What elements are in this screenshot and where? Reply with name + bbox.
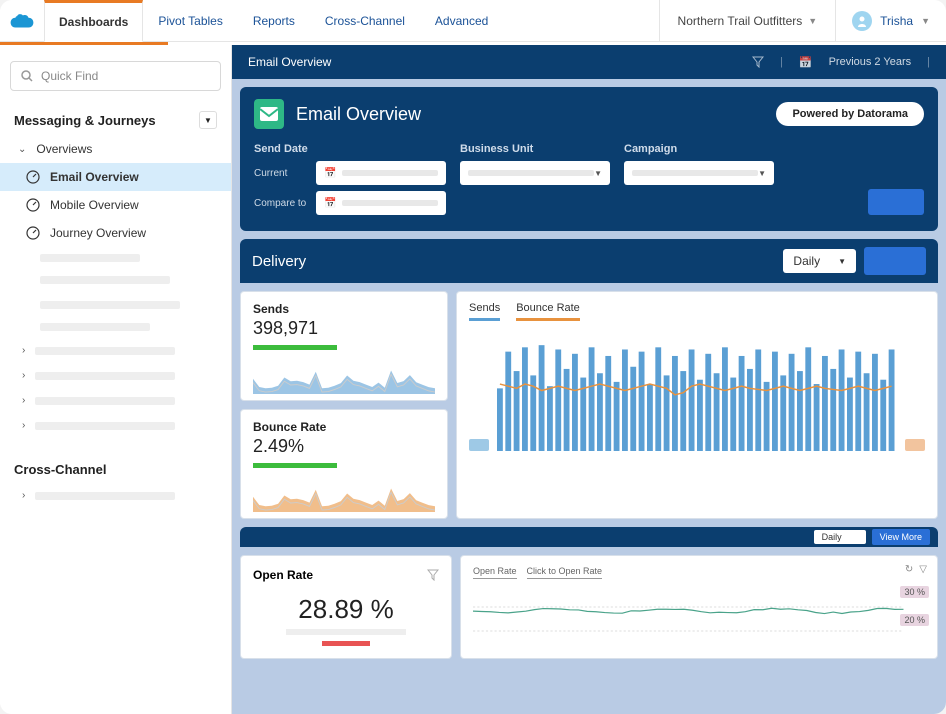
progress-bar [253,345,337,350]
search-icon [21,70,33,82]
delivery-action-button[interactable] [864,247,926,275]
delivery-header: Delivery Daily ▼ [240,239,938,283]
page-header: Email Overview | 📅 Previous 2 Years | [232,45,946,79]
delivery-title: Delivery [252,253,306,270]
chevron-down-icon: ▼ [838,257,846,266]
lower-header: Daily View More [240,527,938,547]
tab-dashboards[interactable]: Dashboards [44,0,143,42]
refresh-icon[interactable]: ↻ [905,564,913,575]
chevron-down-icon: ▼ [758,169,766,178]
tab-cross-channel[interactable]: Cross-Channel [310,0,420,41]
chevron-down-icon: ▼ [594,169,602,178]
org-name: Northern Trail Outfitters [678,14,803,28]
view-more-button[interactable]: View More [872,529,930,545]
chart-tab-sends[interactable]: Sends [469,302,500,321]
sidebar-item-email-overview[interactable]: Email Overview [0,163,231,191]
filter-label-senddate: Send Date [254,143,446,155]
business-unit-select[interactable]: ▼ [460,161,610,185]
skeleton [286,629,406,635]
sidebar-overviews[interactable]: ⌄ Overviews [0,135,231,163]
breadcrumb: Email Overview [248,55,331,69]
filter-icon[interactable]: ▽ [919,564,927,575]
filter-icon[interactable] [427,569,439,581]
axis-label-30: 30 % [900,586,929,598]
search-input[interactable]: Quick Find [10,61,221,91]
sidebar-section-crosschannel[interactable]: Cross-Channel [0,456,231,483]
filter-icon[interactable] [752,56,764,68]
avatar [852,11,872,31]
hero-panel: Email Overview Powered by Datorama Send … [240,87,938,231]
legend-bounce [905,439,925,451]
filter-label-bu: Business Unit [460,143,610,155]
tab-pivot-tables[interactable]: Pivot Tables [143,0,237,41]
campaign-select[interactable]: ▼ [624,161,774,185]
content-area: Email Overview | 📅 Previous 2 Years | [232,45,946,714]
kpi-open-rate: Open Rate 28.89 % [240,555,452,659]
legend-sends [469,439,489,451]
salesforce-logo [0,12,44,30]
chart-tab-bounce[interactable]: Bounce Rate [516,302,580,321]
chevron-down-icon: ▼ [199,111,217,129]
date-input-compare[interactable]: 📅 [316,191,446,215]
sidebar: Quick Find Messaging & Journeys ▼ ⌄ Over… [0,45,232,714]
gauge-icon [26,170,40,184]
lower-granularity-select[interactable]: Daily [814,530,866,544]
delivery-bar-chart [497,331,897,451]
kpi-sends: Sends 398,971 [240,291,448,401]
user-menu[interactable]: Trisha ▼ [835,0,946,41]
chevron-down-icon: ▼ [921,16,930,26]
calendar-icon: 📅 [324,198,336,209]
calendar-icon: 📅 [799,56,813,69]
chevron-down-icon: ⌄ [18,144,26,155]
line-tab-open[interactable]: Open Rate [473,566,517,579]
email-icon [254,99,284,129]
open-rate-line-chart [473,585,925,641]
page-title: Email Overview [296,104,421,125]
sidebar-item-journey-overview[interactable]: Journey Overview [0,219,231,247]
search-placeholder: Quick Find [41,69,98,83]
tab-advanced[interactable]: Advanced [420,0,503,41]
kpi-bounce: Bounce Rate 2.49% [240,409,448,519]
apply-button[interactable] [868,189,924,215]
tab-reports[interactable]: Reports [238,0,310,41]
granularity-select[interactable]: Daily ▼ [783,249,856,273]
line-tab-click[interactable]: Click to Open Rate [527,566,603,579]
calendar-icon: 📅 [324,168,336,179]
gauge-icon [26,226,40,240]
sidebar-section-messaging[interactable]: Messaging & Journeys ▼ [0,105,231,135]
date-input-current[interactable]: 📅 [316,161,446,185]
sidebar-item-mobile-overview[interactable]: Mobile Overview [0,191,231,219]
delivery-chart-card: Sends Bounce Rate [456,291,938,519]
sparkline-bounce [253,474,435,512]
powered-by-badge[interactable]: Powered by Datorama [776,102,924,126]
sparkline-sends [253,356,435,394]
open-rate-chart-card: ↻ ▽ Open Rate Click to Open Rate 30 % 20… [460,555,938,659]
date-range[interactable]: Previous 2 Years [829,56,912,68]
filter-label-campaign: Campaign [624,143,774,155]
progress-bar [253,463,337,468]
user-name: Trisha [880,14,913,28]
trend-bar [322,641,370,646]
chevron-down-icon: ▼ [808,16,817,26]
gauge-icon [26,198,40,212]
org-selector[interactable]: Northern Trail Outfitters ▼ [659,0,836,41]
axis-label-20: 20 % [900,614,929,626]
